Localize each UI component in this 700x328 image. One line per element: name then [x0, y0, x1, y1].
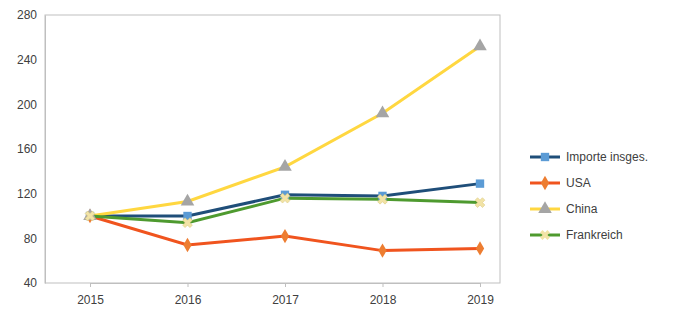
y-tick: 40	[24, 276, 45, 290]
series-marker	[476, 241, 484, 255]
x-axis: 2015 2016 2017 2018 2019	[77, 283, 494, 307]
plot-frame	[45, 15, 500, 283]
x-tick-label: 2019	[467, 293, 494, 307]
y-axis-line	[45, 16, 46, 284]
legend-label: Frankreich	[566, 228, 623, 242]
legend-marker	[541, 176, 549, 190]
series-line	[90, 46, 480, 216]
x-tick-mark	[383, 283, 384, 287]
y-tick: 200	[17, 98, 45, 112]
y-axis: 40 80 120 160 200 240 280	[17, 8, 46, 290]
series-marker	[376, 105, 390, 117]
y-tick-label: 240	[17, 53, 37, 67]
series-marker	[181, 194, 195, 206]
series-marker	[281, 229, 289, 243]
y-tick: 160	[17, 142, 45, 156]
y-tick-label: 280	[17, 8, 37, 22]
x-tick: 2017	[272, 283, 299, 307]
x-tick-label: 2018	[370, 293, 397, 307]
y-tick: 280	[17, 8, 45, 22]
legend-marker	[538, 201, 552, 213]
y-tick: 80	[24, 232, 45, 246]
y-tick-label: 160	[17, 142, 37, 156]
x-tick-mark	[480, 283, 481, 287]
y-tick-label: 200	[17, 98, 37, 112]
series-marker	[180, 215, 195, 230]
series-line	[90, 198, 480, 223]
legend-item: Frankreich	[530, 228, 623, 243]
x-tick: 2016	[175, 283, 202, 307]
x-tick-label: 2016	[175, 293, 202, 307]
x-tick: 2019	[467, 283, 494, 307]
series-marker	[378, 243, 386, 257]
legend: Importe insges. USA China Frankreich	[530, 150, 648, 242]
series-marker	[473, 195, 488, 210]
legend-marker	[541, 153, 549, 161]
x-tick-mark	[188, 283, 189, 287]
series-marker	[278, 191, 293, 206]
legend-item: Importe insges.	[530, 150, 648, 164]
x-tick-label: 2015	[77, 293, 104, 307]
legend-item: China	[530, 201, 598, 216]
y-tick-label: 80	[24, 232, 38, 246]
series-marker	[183, 238, 191, 252]
legend-item: USA	[530, 176, 591, 190]
series-group	[83, 38, 488, 257]
y-tick-label: 40	[24, 276, 38, 290]
y-tick: 120	[17, 187, 45, 201]
legend-label: USA	[566, 176, 591, 190]
x-tick: 2018	[370, 283, 397, 307]
series-marker	[476, 179, 484, 187]
series-marker	[375, 192, 390, 207]
y-tick-label: 120	[17, 187, 37, 201]
series-marker	[278, 159, 292, 171]
chart: 40 80 120 160 200 240 280 2015 2016 2017 2018 2019 I…	[0, 0, 700, 328]
x-tick-label: 2017	[272, 293, 299, 307]
x-tick: 2015	[77, 283, 104, 307]
series-marker	[83, 209, 98, 224]
x-tick-mark	[90, 283, 91, 287]
y-tick: 240	[17, 53, 45, 67]
legend-label: Importe insges.	[566, 150, 648, 164]
legend-label: China	[566, 202, 598, 216]
plot: 40 80 120 160 200 240 280 2015 2016 2017 2018 2019	[17, 8, 500, 306]
series-marker	[473, 38, 487, 50]
legend-marker	[538, 228, 553, 243]
x-tick-mark	[285, 283, 286, 287]
